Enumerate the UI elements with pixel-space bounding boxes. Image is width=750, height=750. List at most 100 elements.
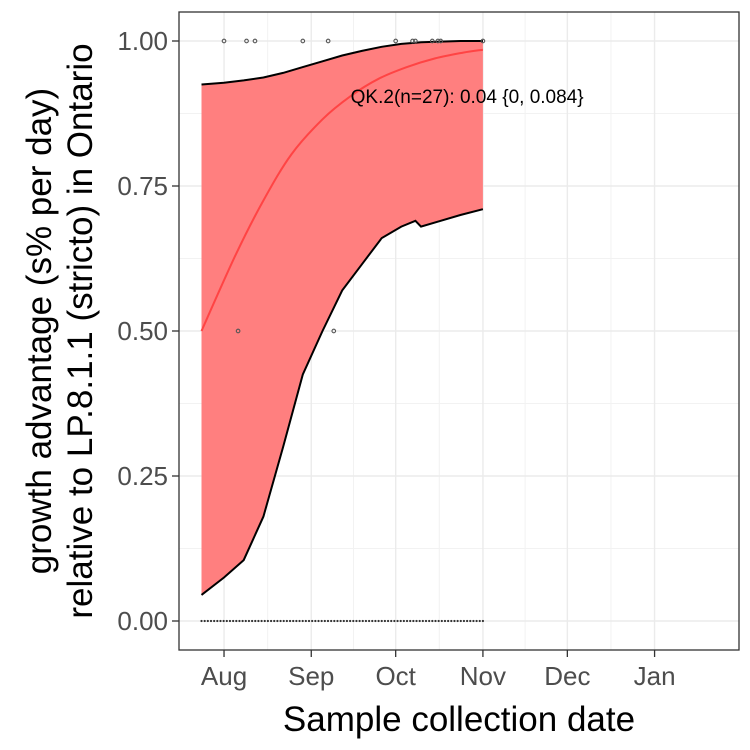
observation-point-zero	[390, 619, 393, 623]
x-tick-label: Dec	[544, 661, 590, 691]
observation-point-zero	[260, 619, 263, 623]
observation-point-zero	[285, 619, 288, 623]
y-axis: 0.00 0.25 0.50 0.75 1.00	[117, 26, 179, 636]
observation-point-zero	[292, 619, 295, 623]
observation-point-one	[221, 38, 227, 44]
observation-point-half	[331, 328, 337, 334]
y-tick-label: 1.00	[117, 26, 168, 56]
observation-point-zero	[462, 619, 466, 623]
observation-point-zero	[421, 619, 424, 623]
observation-point-zero	[412, 619, 415, 623]
observation-point-zero	[358, 619, 361, 623]
observation-point-one	[429, 38, 435, 44]
observation-point-zero	[216, 619, 219, 623]
observation-point-zero	[206, 619, 209, 623]
observation-point-zero	[266, 619, 270, 623]
observation-point-one	[393, 38, 399, 44]
observation-point-zero	[317, 619, 320, 623]
observation-point-zero	[459, 619, 462, 623]
observation-point-zero	[213, 619, 216, 623]
observation-point-zero	[405, 619, 409, 623]
observation-point-one	[300, 38, 306, 44]
observation-point-one	[480, 38, 486, 44]
observation-point-zero	[333, 619, 336, 623]
x-axis-title: Sample collection date	[283, 700, 635, 739]
x-tick-label: Aug	[201, 661, 247, 691]
observation-point-zero	[279, 619, 282, 623]
observation-point-zero	[200, 619, 203, 623]
x-tick-label: Jan	[634, 661, 676, 691]
observation-point-zero	[472, 619, 475, 623]
observation-point-zero	[269, 619, 273, 623]
observation-point-zero	[311, 619, 314, 623]
observation-point-zero	[345, 619, 349, 623]
observation-point-zero	[282, 619, 285, 623]
observation-point-zero	[295, 619, 298, 623]
observation-point-zero	[323, 619, 326, 623]
x-axis: Aug Sep Oct Nov Dec Jan	[201, 650, 676, 691]
observation-point-zero	[257, 619, 260, 623]
observation-point-zero	[225, 619, 228, 623]
observation-point-zero	[355, 619, 358, 623]
observation-point-zero	[326, 619, 330, 623]
observation-point-zero	[222, 619, 225, 623]
observation-point-zero	[367, 619, 371, 623]
observation-point-zero	[235, 619, 238, 623]
observation-point-zero	[466, 619, 469, 623]
observation-point-zero	[409, 619, 412, 623]
ribbon-lower-edge	[200, 208, 484, 596]
observation-point-one	[252, 38, 258, 44]
observation-point-zero	[386, 619, 390, 623]
observation-point-zero	[393, 619, 396, 623]
observation-point-zero	[469, 619, 472, 623]
y-tick-label: 0.50	[117, 316, 168, 346]
observation-point-zero	[437, 619, 440, 623]
observation-point-zero	[314, 619, 317, 623]
observation-point-one	[413, 38, 418, 44]
observation-point-zero	[307, 619, 311, 623]
observation-point-zero	[453, 619, 456, 623]
observation-point-zero	[434, 619, 437, 623]
observation-point-zero	[352, 619, 355, 623]
observation-point-zero	[241, 619, 244, 623]
observation-point-zero	[276, 619, 279, 623]
observation-point-zero	[301, 619, 304, 623]
observation-point-zero	[383, 619, 387, 623]
y-tick-label: 0.00	[117, 606, 168, 636]
observation-point-zero	[304, 619, 307, 623]
observation-point-zero	[339, 619, 342, 623]
observation-point-zero	[380, 619, 383, 623]
observation-point-zero	[450, 619, 453, 623]
observation-points	[200, 38, 486, 623]
observation-point-zero	[428, 619, 431, 623]
observation-point-zero	[251, 619, 254, 623]
y-tick-label: 0.25	[117, 461, 168, 491]
observation-point-one	[244, 38, 249, 44]
observation-point-zero	[431, 619, 434, 623]
observation-point-zero	[336, 619, 339, 623]
observation-point-zero	[349, 619, 352, 623]
observation-point-zero	[219, 619, 222, 623]
observation-point-zero	[330, 619, 333, 623]
fitted-growth-line	[200, 48, 484, 332]
observation-point-zero	[481, 619, 485, 623]
observation-point-zero	[478, 619, 481, 623]
observation-point-zero	[238, 619, 241, 623]
observation-point-half	[235, 328, 241, 334]
observation-point-zero	[342, 619, 345, 623]
observation-point-zero	[399, 619, 402, 623]
observation-point-one	[435, 38, 441, 44]
observation-point-zero	[320, 619, 323, 623]
observation-point-zero	[209, 619, 213, 623]
observation-point-zero	[456, 619, 459, 623]
observation-point-zero	[232, 619, 235, 623]
y-axis-title-line-1: growth advantage (s% per day)	[20, 88, 59, 574]
x-tick-label: Nov	[460, 661, 506, 691]
observation-point-zero	[402, 619, 405, 623]
x-tick-label: Sep	[288, 661, 334, 691]
observation-point-zero	[443, 619, 447, 623]
observation-point-zero	[273, 619, 276, 623]
observation-point-zero	[244, 619, 247, 623]
observation-point-zero	[298, 619, 301, 623]
